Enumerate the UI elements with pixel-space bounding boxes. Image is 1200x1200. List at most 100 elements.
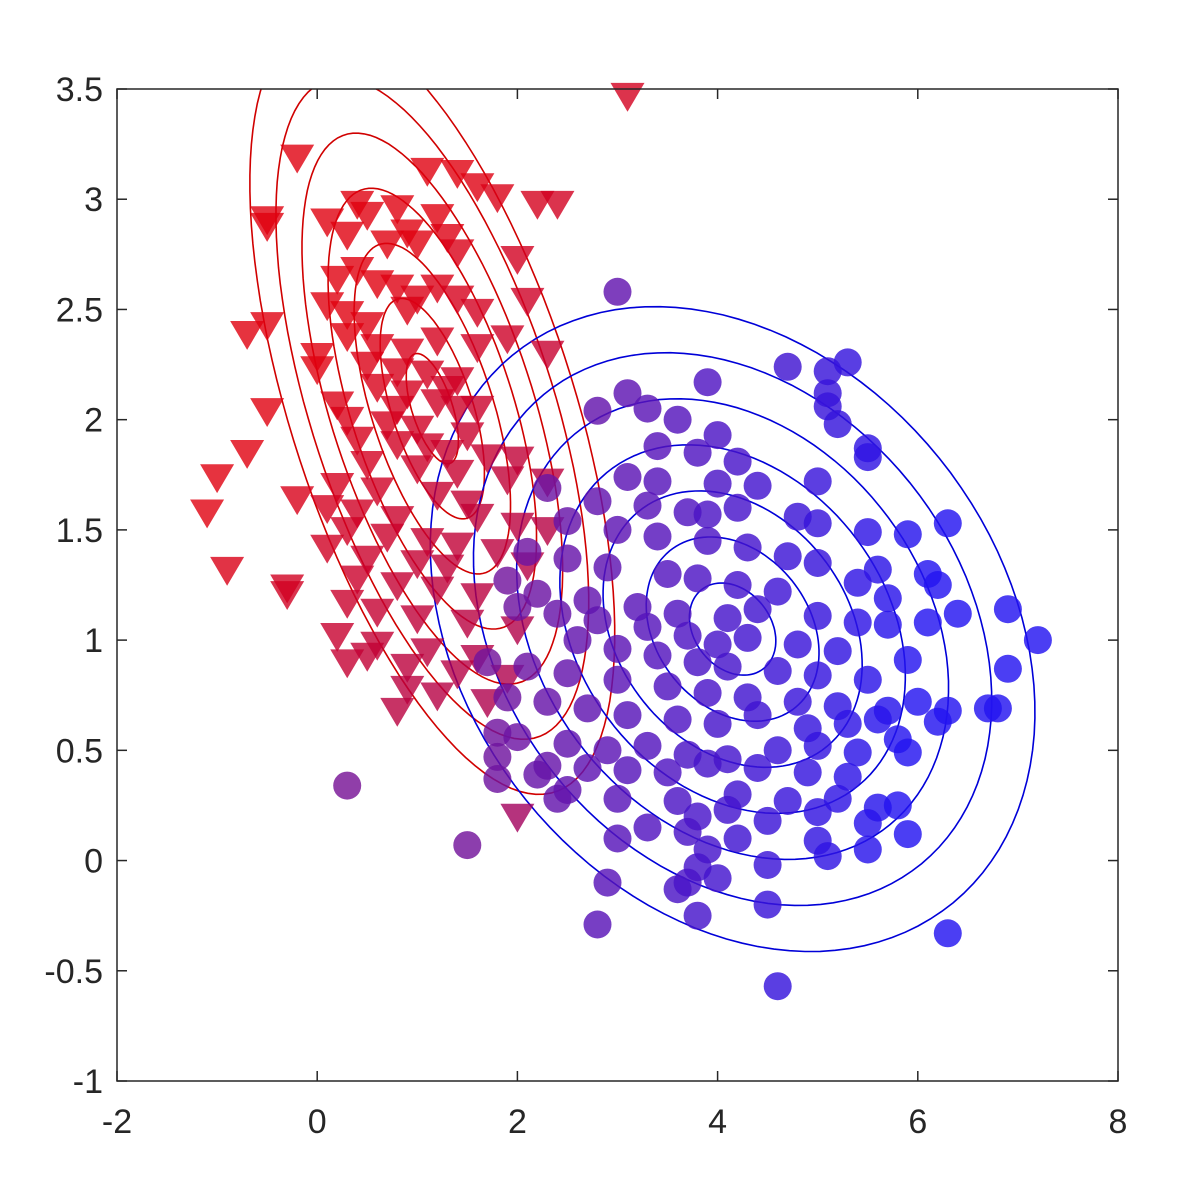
triangle-point-35 xyxy=(510,287,545,317)
triangle-point-110 xyxy=(500,616,535,646)
circle-point-128 xyxy=(653,758,682,787)
circle-point-8 xyxy=(823,410,852,439)
triangle-point-111 xyxy=(320,622,355,652)
circle-point-103 xyxy=(573,694,602,723)
triangle-point-63 xyxy=(450,422,485,452)
triangle-point-44 xyxy=(530,340,565,370)
circle-point-46 xyxy=(593,553,622,582)
circle-point-97 xyxy=(903,687,932,716)
circle-point-92 xyxy=(693,679,722,707)
triangle-point-18 xyxy=(400,230,435,260)
circle-point-52 xyxy=(873,584,902,613)
triangle-point-43 xyxy=(490,325,525,355)
contour-2-level-7 xyxy=(429,305,1036,953)
triangle-point-72 xyxy=(400,455,435,485)
triangle-point-96 xyxy=(400,550,435,580)
circle-point-86 xyxy=(993,654,1022,683)
triangle-point-84 xyxy=(380,506,415,536)
circle-point-154 xyxy=(853,835,882,864)
circle-point-49 xyxy=(723,571,752,599)
x-tick-label-3: 2 xyxy=(508,1103,527,1141)
plot-frame xyxy=(116,88,1119,1082)
circle-point-26 xyxy=(633,491,662,520)
circle-point-50 xyxy=(763,577,792,606)
triangle-point-23 xyxy=(340,257,375,286)
circle-point-79 xyxy=(643,641,672,670)
triangle-point-26 xyxy=(380,274,415,304)
circle-point-44 xyxy=(513,537,542,566)
triangle-point-42 xyxy=(460,334,495,364)
y-tick-label-1: -1 xyxy=(73,1063,103,1101)
triangle-point-108 xyxy=(400,605,435,635)
circle-point-68 xyxy=(583,606,612,635)
triangle-point-39 xyxy=(360,334,395,364)
triangle-point-31 xyxy=(330,301,365,331)
triangle-point-20 xyxy=(370,230,405,260)
triangle-point-74 xyxy=(490,466,525,496)
triangle-point-76 xyxy=(200,464,235,494)
circle-point-21 xyxy=(703,469,732,498)
circle-point-91 xyxy=(653,672,682,701)
circle-point-120 xyxy=(803,731,832,760)
circle-point-54 xyxy=(493,566,522,595)
circle-point-132 xyxy=(833,762,862,791)
x-tick-label-2: 0 xyxy=(308,1103,327,1141)
circle-point-10 xyxy=(583,396,612,425)
circle-point-148 xyxy=(853,809,882,838)
circle-point-90 xyxy=(603,665,632,694)
circle-point-38 xyxy=(693,526,722,555)
circle-point-22 xyxy=(743,471,772,500)
circle-point-102 xyxy=(533,687,562,716)
circle-point-168 xyxy=(683,901,712,930)
triangle-point-58 xyxy=(440,395,475,425)
y-tick-label-9: 3 xyxy=(84,181,103,219)
circle-point-78 xyxy=(603,634,632,663)
triangle-point-116 xyxy=(350,642,385,672)
circle-point-51 xyxy=(843,568,872,597)
triangle-point-101 xyxy=(380,572,415,602)
triangle-point-123 xyxy=(380,697,415,727)
triangle-point-32 xyxy=(350,312,385,342)
triangle-point-8 xyxy=(540,190,575,220)
circle-point-155 xyxy=(893,820,922,849)
circle-point-94 xyxy=(783,687,812,716)
circle-point-72 xyxy=(733,623,762,652)
triangle-point-1 xyxy=(610,82,645,112)
circle-point-82 xyxy=(763,657,792,685)
triangle-point-36 xyxy=(230,320,265,350)
y-tick-label-8: 2.5 xyxy=(56,291,103,329)
circle-point-36 xyxy=(603,515,632,544)
circle-point-83 xyxy=(803,661,832,690)
circle-point-47 xyxy=(653,560,682,588)
triangle-point-22 xyxy=(500,245,535,275)
circle-point-3 xyxy=(773,352,802,381)
triangle-point-91 xyxy=(410,528,445,558)
circle-point-89 xyxy=(553,659,582,688)
triangle-point-24 xyxy=(320,265,355,295)
triangle-point-3 xyxy=(410,157,445,187)
circle-point-80 xyxy=(683,648,712,677)
triangle-point-21 xyxy=(440,239,475,269)
y-tick-label-7: 2 xyxy=(84,402,103,440)
triangle-point-105 xyxy=(270,581,305,610)
triangle-point-15 xyxy=(310,208,345,238)
circle-point-111 xyxy=(923,707,952,736)
circle-point-137 xyxy=(663,787,692,815)
circle-point-116 xyxy=(633,731,662,760)
circle-point-160 xyxy=(813,842,842,871)
circle-point-73 xyxy=(783,630,812,659)
circle-point-13 xyxy=(703,421,732,450)
triangle-point-69 xyxy=(500,446,535,476)
triangle-point-81 xyxy=(280,486,315,516)
circle-point-55 xyxy=(523,579,552,608)
circle-point-29 xyxy=(723,493,752,522)
circle-point-170 xyxy=(763,972,792,1001)
circle-point-115 xyxy=(593,736,622,765)
circle-point-42 xyxy=(863,555,892,584)
triangle-point-12 xyxy=(420,204,455,234)
triangle-point-27 xyxy=(420,274,455,304)
circle-point-119 xyxy=(763,736,792,765)
y-tick-label-5: 1 xyxy=(84,622,103,660)
circle-point-33 xyxy=(893,520,922,549)
